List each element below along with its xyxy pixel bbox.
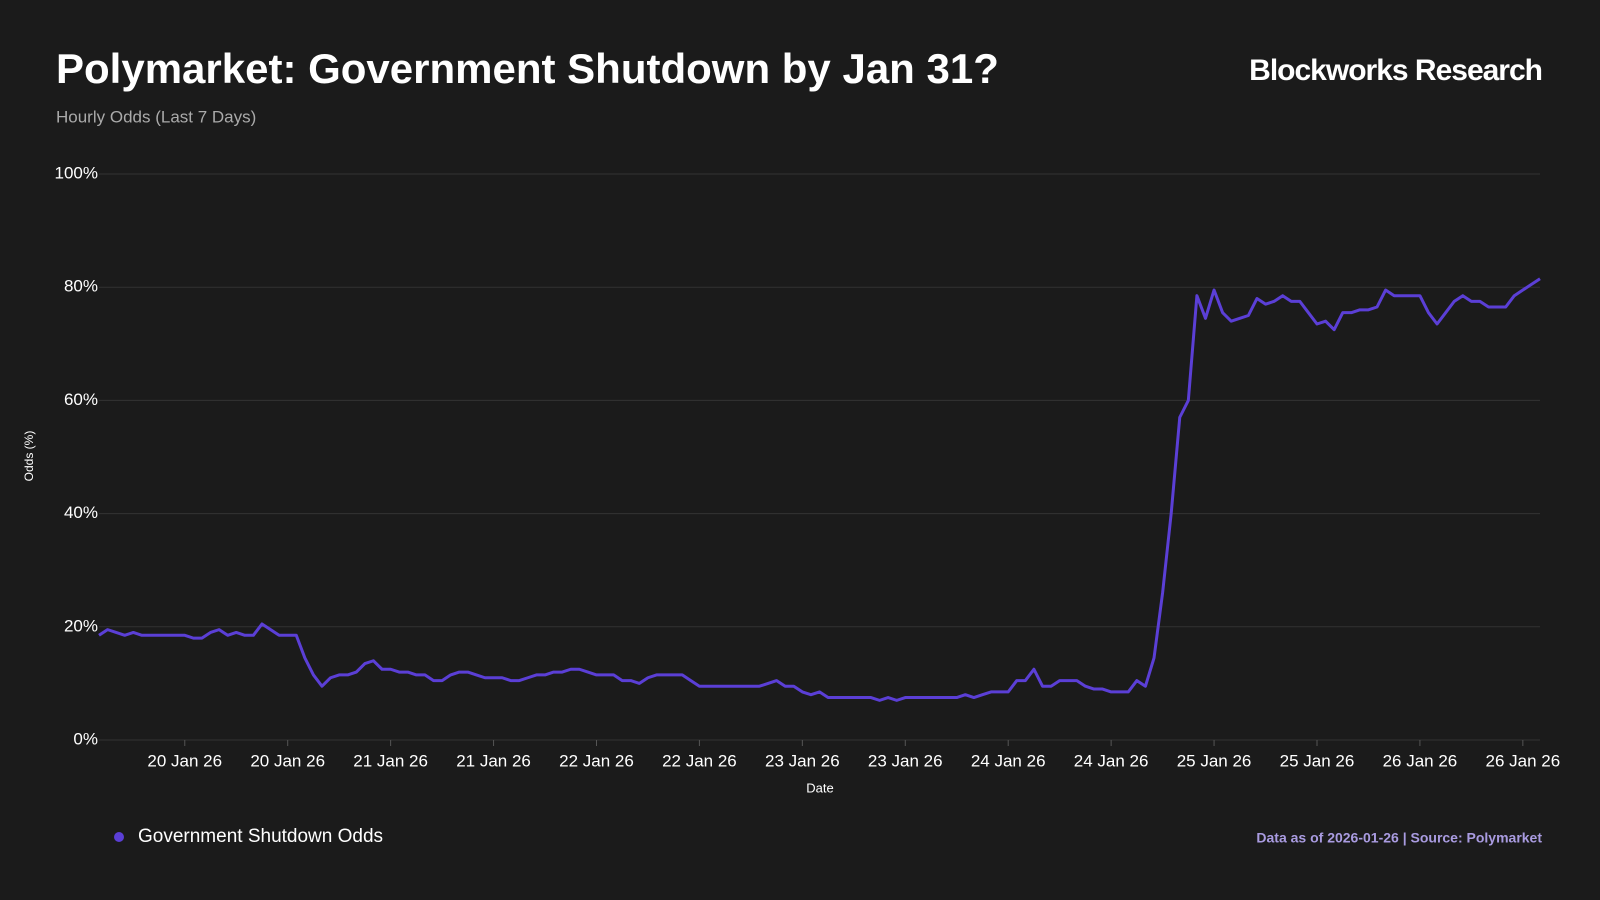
- x-tick-label: 21 Jan 26: [456, 751, 531, 770]
- y-tick-label: 0%: [73, 729, 98, 748]
- legend-marker: [114, 832, 124, 842]
- x-tick-label: 22 Jan 26: [559, 751, 634, 770]
- x-tick-label: 26 Jan 26: [1486, 751, 1561, 770]
- chart-subtitle: Hourly Odds (Last 7 Days): [56, 107, 256, 126]
- x-tick-label: 23 Jan 26: [868, 751, 943, 770]
- y-tick-label: 60%: [64, 390, 98, 409]
- y-tick-label: 80%: [64, 277, 98, 296]
- x-axis-title: Date: [806, 780, 833, 795]
- x-tick-label: 25 Jan 26: [1280, 751, 1355, 770]
- x-tick-label: 24 Jan 26: [1074, 751, 1149, 770]
- y-tick-label: 40%: [64, 503, 98, 522]
- brand: Blockworks Research: [1249, 54, 1542, 87]
- footer: Data as of 2026-01-26 | Source: Polymark…: [1256, 830, 1542, 846]
- x-tick-label: 25 Jan 26: [1177, 751, 1252, 770]
- x-tick-label: 24 Jan 26: [971, 751, 1046, 770]
- x-tick-label: 22 Jan 26: [662, 751, 737, 770]
- x-tick-label: 23 Jan 26: [765, 751, 840, 770]
- data-line: [98, 277, 1541, 702]
- y-tick-label: 20%: [64, 616, 98, 635]
- x-tick-label: 20 Jan 26: [147, 751, 222, 770]
- x-tick-label: 26 Jan 26: [1383, 751, 1458, 770]
- x-tick-label: 20 Jan 26: [250, 751, 325, 770]
- y-axis-title: Odds (%): [22, 431, 36, 482]
- x-tick-label: 21 Jan 26: [353, 751, 428, 770]
- y-tick-label: 100%: [55, 163, 98, 182]
- chart-title: Polymarket: Government Shutdown by Jan 3…: [56, 45, 999, 92]
- legend-label[interactable]: Government Shutdown Odds: [138, 826, 383, 847]
